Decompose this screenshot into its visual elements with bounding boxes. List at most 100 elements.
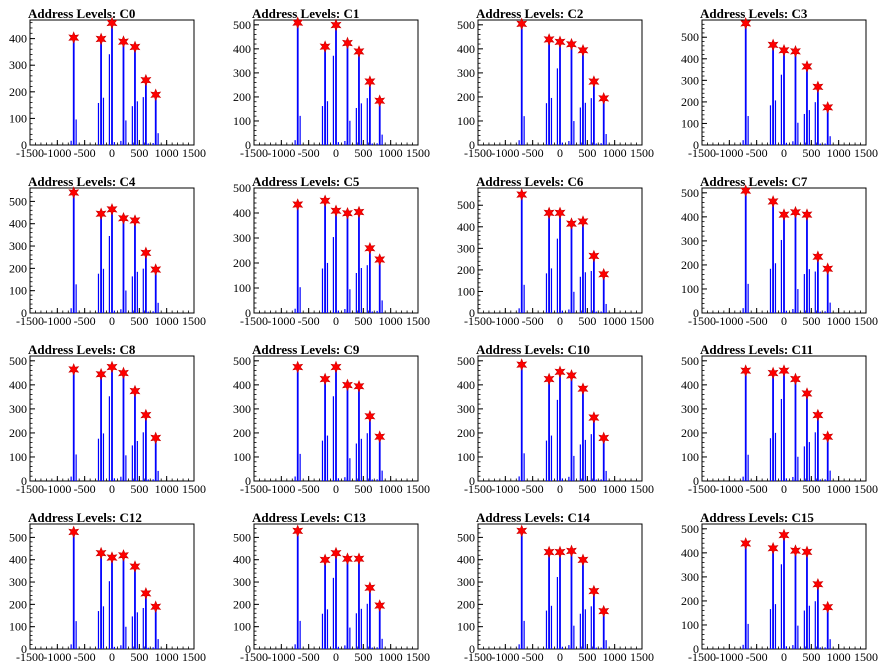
x-tick-label: 0 [781, 650, 787, 664]
histogram-bar [595, 311, 597, 313]
y-tick-label: 400 [233, 42, 251, 56]
histogram-bar [556, 577, 558, 649]
histogram-bar [102, 268, 105, 313]
chart-title: Address Levels: C6 [476, 174, 584, 189]
histogram-bar [559, 42, 561, 145]
histogram-bar [344, 309, 346, 313]
histogram-bar [113, 646, 115, 649]
histogram-bar [590, 98, 592, 145]
histogram-bar [742, 308, 744, 313]
x-tick-label: 0 [557, 314, 563, 328]
chart-title: Address Levels: C10 [476, 342, 590, 357]
histogram-bar [602, 612, 605, 649]
y-tick-label: 100 [457, 450, 475, 464]
peak-marker [292, 360, 304, 374]
histogram-bar [152, 479, 154, 481]
y-tick-label: 500 [681, 354, 699, 368]
histogram-bar [595, 479, 597, 481]
histogram-bar [582, 560, 584, 649]
peak-marker [740, 184, 752, 197]
y-tick-label: 500 [681, 522, 699, 536]
x-tick-label: -500 [746, 314, 768, 328]
histogram-bar [120, 140, 122, 145]
histogram-bar [824, 311, 826, 313]
x-tick-label: -1000 [715, 482, 743, 496]
histogram-bar [337, 142, 339, 145]
histogram-bar [337, 310, 339, 313]
histogram-bar [335, 368, 337, 481]
histogram-bar [742, 476, 744, 481]
peak-marker [330, 204, 342, 218]
histogram-bar [142, 432, 144, 481]
histogram-bar [125, 455, 127, 481]
chart-panel: Address Levels: C12 0 100 200 300 400 500 -1500… [0, 504, 224, 672]
histogram-bar [321, 106, 324, 145]
histogram-bar [157, 639, 159, 649]
peak-marker [801, 545, 813, 559]
histogram-bar [147, 647, 149, 649]
peak-marker [822, 262, 834, 275]
x-tick-label: 1500 [406, 482, 430, 496]
histogram-bar [108, 581, 110, 649]
peak-marker [292, 524, 304, 538]
x-tick-label: 1000 [827, 482, 851, 496]
histogram-bar [299, 115, 301, 145]
histogram-bar [122, 556, 125, 649]
histogram-bar [371, 311, 373, 313]
histogram-bar [545, 103, 548, 145]
peak-marker [341, 36, 353, 50]
peak-marker [364, 75, 376, 88]
chart-panel: Address Levels: C8 0 100 200 300 400 500 -1500-… [0, 336, 224, 504]
chart-svg: Address Levels: C15 0 100 200 300 400 500 -1500… [681, 510, 878, 664]
x-tick-label: -1000 [43, 314, 71, 328]
histogram-bar [595, 647, 597, 649]
histogram-bar [783, 371, 785, 481]
histogram-bar [772, 374, 774, 481]
histogram-bar [75, 284, 77, 313]
y-tick-label: 500 [681, 30, 699, 44]
y-tick-label: 400 [457, 220, 475, 234]
y-tick-label: 0 [21, 138, 27, 152]
chart-title: Address Levels: C2 [476, 6, 583, 21]
histogram-bar [803, 274, 805, 313]
histogram-bar [797, 456, 799, 481]
histogram-bar [70, 140, 72, 145]
x-tick-label: -500 [298, 482, 320, 496]
peak-marker [319, 553, 331, 567]
peak-marker [778, 528, 790, 542]
peak-marker [801, 60, 813, 73]
histogram-bar [335, 554, 337, 649]
histogram-bar [523, 116, 525, 145]
x-tick-label: -1000 [267, 146, 295, 160]
x-tick-label: -500 [746, 482, 768, 496]
y-tick-label: 100 [9, 284, 27, 298]
peak-marker [767, 541, 779, 555]
x-tick-label: -500 [522, 650, 544, 664]
histogram-bar [769, 609, 772, 649]
x-tick-label: 1000 [827, 146, 851, 160]
histogram-bar [774, 263, 777, 313]
x-tick-label: 500 [354, 314, 372, 328]
histogram-bar [550, 97, 553, 145]
y-tick-label: 300 [681, 234, 699, 248]
histogram-bar [556, 68, 558, 145]
histogram-bar [785, 142, 787, 145]
peak-marker [554, 545, 566, 559]
y-tick-label: 0 [469, 642, 475, 656]
histogram-bar [371, 647, 373, 649]
histogram-bar [590, 270, 592, 313]
histogram-bar [125, 626, 127, 649]
x-tick-label: 1500 [182, 650, 206, 664]
chart-panel: Address Levels: C3 0 100 200 300 400 500 -1500-… [672, 0, 896, 168]
x-tick-label: -500 [522, 146, 544, 160]
histogram-bar [744, 544, 747, 649]
y-tick-label: 0 [469, 474, 475, 488]
histogram-bar [332, 577, 334, 649]
x-tick-label: 1000 [603, 146, 627, 160]
y-tick-label: 0 [245, 138, 251, 152]
peak-marker [106, 551, 118, 564]
histogram-bar [72, 38, 75, 145]
histogram-bar [584, 439, 586, 481]
histogram-bar [808, 442, 810, 481]
